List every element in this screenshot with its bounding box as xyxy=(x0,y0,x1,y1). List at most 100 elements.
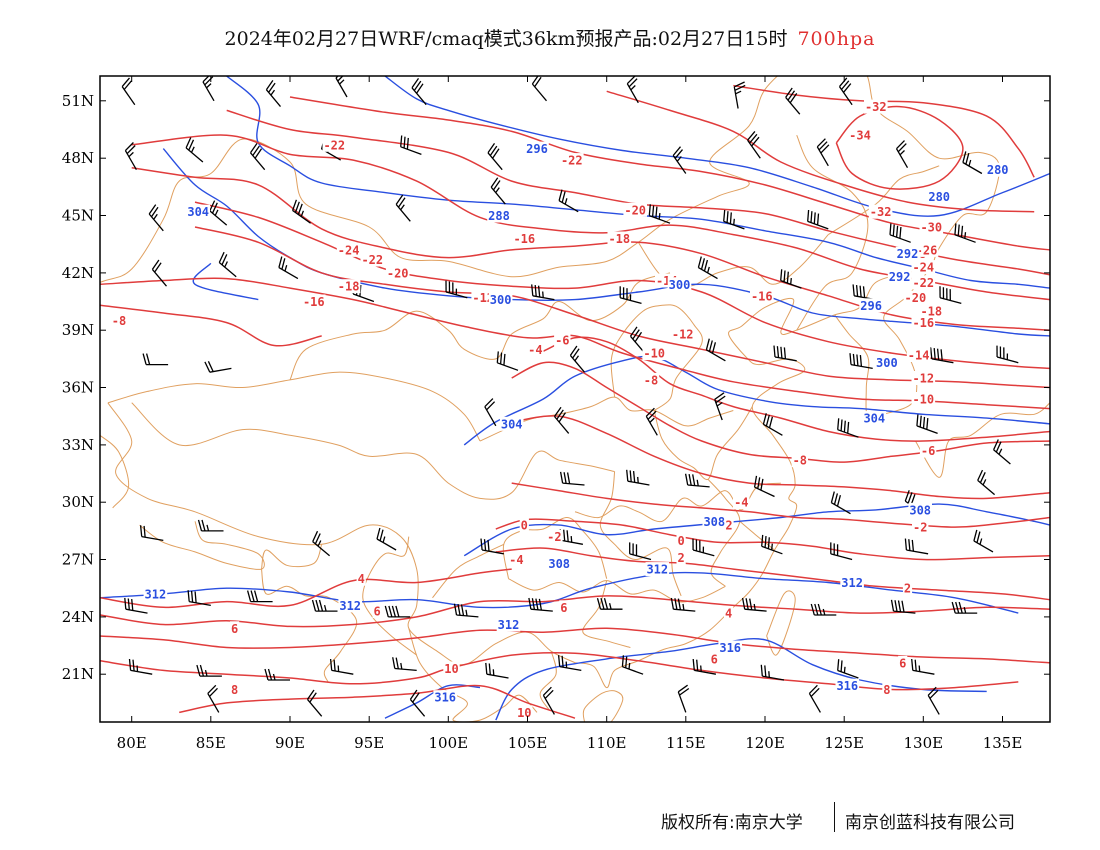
barb-staff xyxy=(409,698,426,717)
barb-flag xyxy=(453,603,458,616)
height-label-bg xyxy=(186,204,210,219)
barb-staff xyxy=(973,540,994,553)
height-label-bg xyxy=(496,617,521,632)
wind-barb xyxy=(453,603,479,618)
barb-flag xyxy=(816,138,826,148)
temperature-label: -22 xyxy=(323,138,345,152)
barb-flag xyxy=(897,143,907,153)
wind-barb xyxy=(837,659,859,679)
wind-barb xyxy=(916,414,938,435)
barb-flag xyxy=(789,93,798,104)
temperature-label: -10 xyxy=(643,347,665,361)
barb-staff xyxy=(456,614,479,618)
barb-half-flag xyxy=(153,213,158,220)
barb-flag xyxy=(780,269,783,281)
barb-flag xyxy=(836,495,842,507)
barb-flag xyxy=(142,353,147,365)
barb-half-flag xyxy=(964,232,967,239)
barb-flag xyxy=(745,598,749,610)
boundary-line xyxy=(766,590,796,656)
barb-flag xyxy=(837,659,840,671)
wind-barb xyxy=(645,407,658,436)
barb-flag xyxy=(253,590,259,602)
height-label: 280 xyxy=(928,190,950,204)
height-label-bg xyxy=(835,678,860,693)
barb-flag xyxy=(190,590,194,603)
barb-staff xyxy=(649,214,671,224)
barb-half-flag xyxy=(630,85,636,91)
barb-flag xyxy=(265,80,274,91)
barb-flag xyxy=(645,407,655,417)
lat-tick-label: 39N xyxy=(62,321,94,339)
wind-barb xyxy=(196,664,222,677)
barb-flag xyxy=(254,148,263,159)
barb-flag xyxy=(629,470,632,482)
barb-flag xyxy=(561,191,566,203)
barb-half-flag xyxy=(570,536,573,543)
barb-flag xyxy=(391,605,397,618)
temperature-label: -12 xyxy=(912,372,934,386)
height-label: 312 xyxy=(646,563,668,577)
barb-staff xyxy=(977,479,996,496)
barb-flag xyxy=(672,146,682,156)
wind-barb xyxy=(951,601,978,614)
barb-flag xyxy=(761,534,764,547)
lat-tick-label: 42N xyxy=(62,264,94,282)
wind-barb xyxy=(202,76,215,102)
barb-flag xyxy=(534,76,542,88)
barb-flag xyxy=(786,271,789,284)
wind-barb xyxy=(773,345,797,362)
wind-barb xyxy=(785,87,801,115)
height-label: 312 xyxy=(339,599,361,613)
barb-flag xyxy=(916,414,919,426)
wind-barb xyxy=(409,689,426,717)
temperature-label: 6 xyxy=(899,656,906,670)
wind-barb xyxy=(531,284,555,301)
barb-flag xyxy=(535,598,539,610)
barb-half-flag xyxy=(204,669,208,677)
boundary-line xyxy=(289,272,671,381)
temperature-label-bg xyxy=(919,443,937,458)
wind-barb xyxy=(124,597,148,614)
barb-flag xyxy=(856,354,859,366)
barb-flag xyxy=(904,490,910,502)
lat-tick-label: 45N xyxy=(62,207,94,225)
wind-barb xyxy=(246,590,273,603)
wind-barb xyxy=(485,662,509,679)
temperature-contour xyxy=(100,304,322,347)
barb-flag xyxy=(207,684,217,694)
temperature-label: 10 xyxy=(517,706,531,720)
barb-flag xyxy=(395,194,404,205)
barb-flag xyxy=(927,686,937,696)
barb-flag xyxy=(692,474,696,486)
barb-flag xyxy=(958,601,963,614)
barb-flag xyxy=(634,331,643,343)
barb-staff xyxy=(250,152,266,171)
boundaries-layer xyxy=(100,76,1050,722)
barb-flag xyxy=(278,256,283,268)
boundary-line xyxy=(866,76,1000,266)
barb-flag xyxy=(816,213,820,226)
barb-flag xyxy=(600,598,605,610)
temperature-label: 4 xyxy=(725,607,732,621)
wind-barb xyxy=(838,77,853,106)
barb-flag xyxy=(297,203,303,215)
barb-flag xyxy=(486,401,496,411)
temperature-label: 2 xyxy=(677,551,684,565)
temperature-label-bg xyxy=(911,392,936,406)
barb-flag xyxy=(314,533,321,545)
wind-barb xyxy=(895,140,909,169)
barb-staff xyxy=(445,291,468,299)
barb-flag xyxy=(767,537,770,549)
temperature-label: 0 xyxy=(677,534,684,548)
barb-flag xyxy=(199,664,205,677)
barb-staff xyxy=(335,77,348,98)
wind-barb xyxy=(977,469,996,496)
temperature-label-bg xyxy=(911,315,936,330)
temperature-label-bg xyxy=(919,220,944,234)
barb-half-flag xyxy=(968,159,972,167)
temperature-contour xyxy=(542,336,1050,442)
height-label: 292 xyxy=(889,270,911,284)
lat-tick-label: 30N xyxy=(62,493,94,511)
geopotential-contour xyxy=(463,503,1050,557)
